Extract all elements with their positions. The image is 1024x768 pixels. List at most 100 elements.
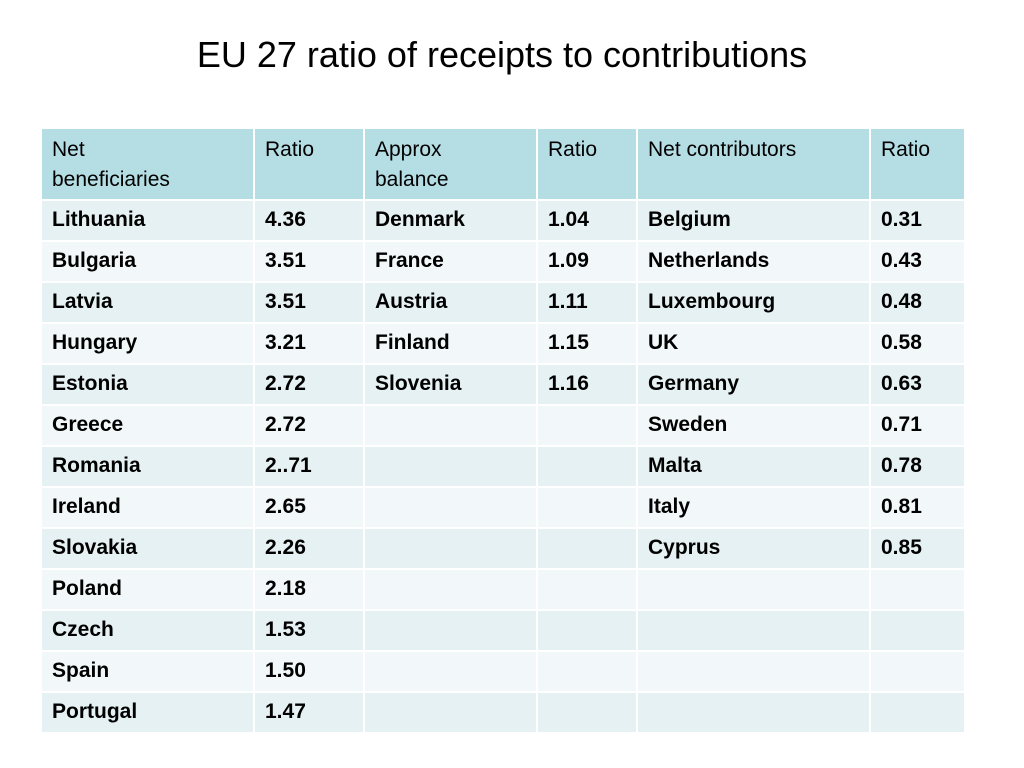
beneficiary-ratio-cell: 2.18 — [255, 570, 363, 609]
contributor-ratio-cell — [871, 570, 964, 609]
contributor-ratio-cell: 0.43 — [871, 242, 964, 281]
balance-country-cell — [365, 529, 536, 568]
header-net-beneficiaries: Net beneficiaries — [42, 129, 253, 199]
contributor-country-cell: Malta — [638, 447, 869, 486]
contributor-country-cell: Cyprus — [638, 529, 869, 568]
beneficiary-country-cell: Czech — [42, 611, 253, 650]
balance-ratio-cell: 1.16 — [538, 365, 636, 404]
table-row: Romania 2..71 Malta 0.78 — [42, 447, 964, 486]
table-row: Poland 2.18 — [42, 570, 964, 609]
beneficiary-country-cell: Portugal — [42, 693, 253, 732]
table-row: Lithuania 4.36 Denmark 1.04 Belgium 0.31 — [42, 201, 964, 240]
header-net-contributors: Net contributors — [638, 129, 869, 199]
contributor-ratio-cell: 0.48 — [871, 283, 964, 322]
contributor-ratio-cell: 0.31 — [871, 201, 964, 240]
table-row: Czech 1.53 — [42, 611, 964, 650]
balance-ratio-cell — [538, 447, 636, 486]
beneficiary-country-cell: Lithuania — [42, 201, 253, 240]
balance-country-cell — [365, 488, 536, 527]
balance-ratio-cell — [538, 611, 636, 650]
beneficiary-country-cell: Bulgaria — [42, 242, 253, 281]
balance-ratio-cell — [538, 652, 636, 691]
contributor-country-cell: Luxembourg — [638, 283, 869, 322]
contributor-country-cell: Sweden — [638, 406, 869, 445]
beneficiary-ratio-cell: 1.53 — [255, 611, 363, 650]
balance-ratio-cell: 1.15 — [538, 324, 636, 363]
contributor-ratio-cell — [871, 693, 964, 732]
contributor-country-cell: Germany — [638, 365, 869, 404]
beneficiary-ratio-cell: 3.51 — [255, 242, 363, 281]
beneficiary-country-cell: Hungary — [42, 324, 253, 363]
slide-title: EU 27 ratio of receipts to contributions — [196, 34, 808, 75]
table-body: Lithuania 4.36 Denmark 1.04 Belgium 0.31 Bulga… — [42, 201, 964, 732]
table-row: Greece 2.72 Sweden 0.71 — [42, 406, 964, 445]
contributor-country-cell — [638, 570, 869, 609]
table-header: Net beneficiaries Ratio Approx balance Rat… — [42, 129, 964, 199]
balance-country-cell — [365, 652, 536, 691]
contributor-ratio-cell: 0.63 — [871, 365, 964, 404]
contributor-ratio-cell: 0.85 — [871, 529, 964, 568]
contributor-ratio-cell: 0.78 — [871, 447, 964, 486]
beneficiary-ratio-cell: 2.26 — [255, 529, 363, 568]
contributor-ratio-cell — [871, 611, 964, 650]
contributor-country-cell: Netherlands — [638, 242, 869, 281]
contributor-ratio-cell: 0.81 — [871, 488, 964, 527]
balance-ratio-cell: 1.04 — [538, 201, 636, 240]
table-row: Hungary 3.21 Finland 1.15 UK 0.58 — [42, 324, 964, 363]
contributor-country-cell: UK — [638, 324, 869, 363]
beneficiary-country-cell: Latvia — [42, 283, 253, 322]
beneficiary-country-cell: Greece — [42, 406, 253, 445]
beneficiary-country-cell: Slovakia — [42, 529, 253, 568]
table-row: Estonia 2.72 Slovenia 1.16 Germany 0.63 — [42, 365, 964, 404]
beneficiary-ratio-cell: 2.65 — [255, 488, 363, 527]
balance-ratio-cell — [538, 529, 636, 568]
balance-ratio-cell: 1.09 — [538, 242, 636, 281]
table-row: Spain 1.50 — [42, 652, 964, 691]
beneficiary-country-cell: Romania — [42, 447, 253, 486]
beneficiary-ratio-cell: 1.50 — [255, 652, 363, 691]
balance-country-cell: France — [365, 242, 536, 281]
header-approx-balance: Approx balance — [365, 129, 536, 199]
beneficiary-country-cell: Ireland — [42, 488, 253, 527]
balance-ratio-cell — [538, 693, 636, 732]
balance-ratio-cell — [538, 570, 636, 609]
beneficiary-ratio-cell: 2..71 — [255, 447, 363, 486]
ratio-table: Net beneficiaries Ratio Approx balance Rat… — [40, 127, 966, 734]
contributor-country-cell — [638, 693, 869, 732]
balance-ratio-cell — [538, 488, 636, 527]
beneficiary-ratio-cell: 4.36 — [255, 201, 363, 240]
contributor-ratio-cell: 0.71 — [871, 406, 964, 445]
balance-country-cell — [365, 611, 536, 650]
contributor-country-cell — [638, 611, 869, 650]
header-ratio-beneficiaries: Ratio — [255, 129, 363, 199]
header-row: Net beneficiaries Ratio Approx balance Rat… — [42, 129, 964, 199]
table-row: Slovakia 2.26 Cyprus 0.85 — [42, 529, 964, 568]
header-ratio-balance: Ratio — [538, 129, 636, 199]
balance-ratio-cell: 1.11 — [538, 283, 636, 322]
balance-country-cell — [365, 693, 536, 732]
beneficiary-country-cell: Poland — [42, 570, 253, 609]
contributor-country-cell — [638, 652, 869, 691]
beneficiary-ratio-cell: 3.51 — [255, 283, 363, 322]
table-row: Bulgaria 3.51 France 1.09 Netherlands 0.43 — [42, 242, 964, 281]
balance-country-cell: Finland — [365, 324, 536, 363]
balance-country-cell: Austria — [365, 283, 536, 322]
contributor-country-cell: Belgium — [638, 201, 869, 240]
balance-country-cell — [365, 447, 536, 486]
header-ratio-contributors: Ratio — [871, 129, 964, 199]
contributor-ratio-cell — [871, 652, 964, 691]
beneficiary-country-cell: Estonia — [42, 365, 253, 404]
balance-ratio-cell — [538, 406, 636, 445]
beneficiary-ratio-cell: 3.21 — [255, 324, 363, 363]
balance-country-cell: Slovenia — [365, 365, 536, 404]
beneficiary-ratio-cell: 2.72 — [255, 406, 363, 445]
contributor-ratio-cell: 0.58 — [871, 324, 964, 363]
beneficiary-ratio-cell: 1.47 — [255, 693, 363, 732]
contributor-country-cell: Italy — [638, 488, 869, 527]
balance-country-cell — [365, 570, 536, 609]
balance-country-cell: Denmark — [365, 201, 536, 240]
beneficiary-ratio-cell: 2.72 — [255, 365, 363, 404]
table-row: Latvia 3.51 Austria 1.11 Luxembourg 0.48 — [42, 283, 964, 322]
beneficiary-country-cell: Spain — [42, 652, 253, 691]
